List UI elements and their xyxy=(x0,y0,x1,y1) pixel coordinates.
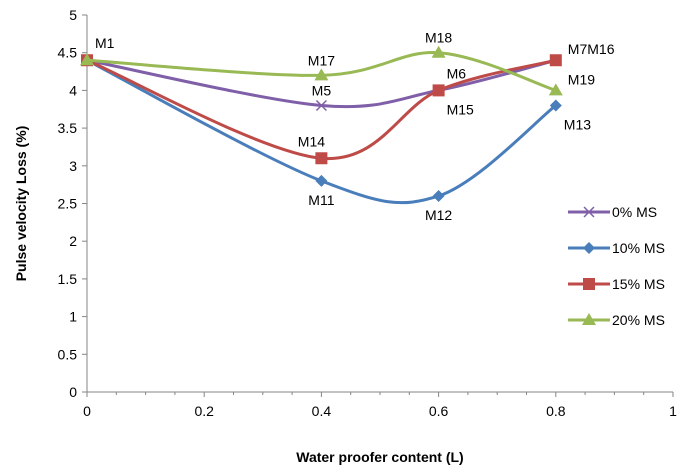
legend-marker xyxy=(583,206,595,218)
x-tick-label: 1 xyxy=(669,403,677,419)
legend-label: 10% MS xyxy=(612,240,665,256)
y-tick-label: 5 xyxy=(69,7,77,23)
data-point-15-ms xyxy=(549,54,562,67)
y-tick-label: 0.5 xyxy=(58,346,78,362)
data-point-20-ms xyxy=(314,68,329,81)
point-label-m5: M5 xyxy=(312,82,332,98)
y-axis-title: Pulse velocity Loss (%) xyxy=(13,126,29,282)
point-label-m17: M17 xyxy=(308,52,335,68)
x-tick-label: 0.2 xyxy=(194,403,214,419)
legend-item-10-ms: 10% MS xyxy=(568,240,665,256)
axes: 0 0.5 1 1.5 2 2.5 3 3.5 4 4.5 5 0 0.2 0.4 0.6 0.8 1 xyxy=(58,7,677,419)
data-point-15-ms xyxy=(315,152,328,165)
data-point-0-ms-stroke xyxy=(315,99,327,112)
legend-label: 15% MS xyxy=(612,276,665,292)
legend-marker-stroke xyxy=(583,206,595,218)
series-line-15-ms xyxy=(86,58,557,160)
data-point-20-ms xyxy=(80,53,94,66)
point-label-m19: M19 xyxy=(568,71,595,87)
y-tick-label: 3.5 xyxy=(58,120,78,136)
legend-item-15-ms: 15% MS xyxy=(568,276,665,292)
x-tick-label: 0.8 xyxy=(546,403,566,419)
series-line-0-ms xyxy=(86,58,557,109)
data-point-20-ms xyxy=(431,45,446,58)
legend-marker xyxy=(582,313,596,325)
data-point-15-ms xyxy=(432,84,445,97)
legend-label: 0% MS xyxy=(612,204,657,220)
y-tick-label: 3 xyxy=(69,158,77,174)
y-tick-label: 2.5 xyxy=(58,196,78,212)
series-15-ms xyxy=(81,54,562,165)
point-label-m14: M14 xyxy=(298,133,325,149)
y-tick-label: 0 xyxy=(69,384,77,400)
y-tick-label: 4.5 xyxy=(58,45,78,61)
legend-item-0-ms: 0% MS xyxy=(568,204,657,220)
legend-label: 20% MS xyxy=(612,312,665,328)
point-label-m13: M13 xyxy=(564,116,591,132)
data-point-10-ms xyxy=(549,99,562,112)
data-point-0-ms xyxy=(315,99,327,112)
x-tick-label: 0.4 xyxy=(312,403,332,419)
legend-item-20-ms: 20% MS xyxy=(568,312,665,328)
legend-marker xyxy=(583,278,595,290)
x-tick-label: 0.6 xyxy=(429,403,449,419)
data-point-10-ms xyxy=(432,189,445,202)
y-tick-label: 2 xyxy=(69,233,77,249)
series-layer xyxy=(80,45,563,205)
point-label-m18: M18 xyxy=(425,30,452,46)
series-line-20-ms xyxy=(86,51,557,92)
legend-marker xyxy=(583,242,595,254)
point-label-m15: M15 xyxy=(447,101,474,117)
y-tick-label: 1.5 xyxy=(58,271,78,287)
series-line-10-ms xyxy=(86,58,557,205)
legend: 0% MS 10% MS 15% MS 20% MS xyxy=(568,204,665,328)
point-label-m12: M12 xyxy=(425,207,452,223)
point-label-m6: M6 xyxy=(447,65,467,81)
data-point-10-ms xyxy=(315,174,328,187)
x-axis-title: Water proofer content (L) xyxy=(296,449,463,465)
series-20-ms xyxy=(80,45,563,96)
data-point-20-ms xyxy=(548,83,563,96)
point-label-m7m16: M7M16 xyxy=(568,41,615,57)
y-tick-label: 4 xyxy=(69,82,77,98)
x-tick-label: 0 xyxy=(83,403,91,419)
y-tick-label: 1 xyxy=(69,309,77,325)
point-labels: M1 M5 M6 M7M16 M11 M12 M13 M14 M15 M17 M18 M19 xyxy=(95,30,615,223)
point-label-m1: M1 xyxy=(95,35,115,51)
point-label-m11: M11 xyxy=(308,192,334,208)
